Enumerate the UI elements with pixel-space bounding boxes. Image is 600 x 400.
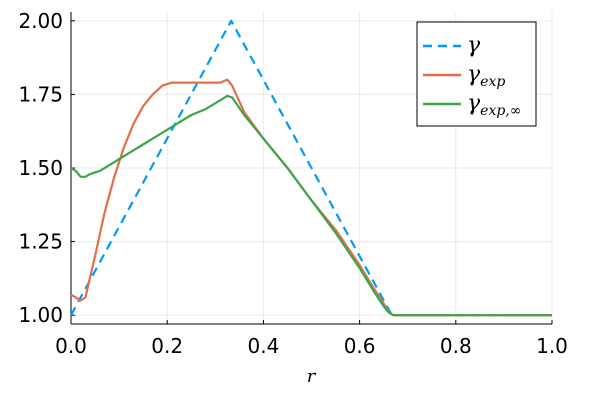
y-tick-labels: 1.00 1.25 1.50 1.75 2.00 xyxy=(18,9,63,327)
x-tick-label: 1.0 xyxy=(536,334,568,358)
y-tick-label: 2.00 xyxy=(18,9,63,33)
x-tick-label: 0.6 xyxy=(344,334,376,358)
y-tick-label: 1.00 xyxy=(18,303,63,327)
x-tick-label: 0.4 xyxy=(247,334,279,358)
x-axis-label: r xyxy=(307,366,317,387)
series-line-1 xyxy=(70,78,552,317)
y-tick-label: 1.25 xyxy=(18,230,63,254)
y-tick-label: 1.75 xyxy=(18,82,63,106)
x-tick-label: 0.8 xyxy=(440,334,472,358)
x-tick-label: 0.0 xyxy=(55,334,87,358)
series-lines xyxy=(70,19,552,317)
series-line-2 xyxy=(70,94,552,317)
x-tick-labels: 0.0 0.2 0.4 0.6 0.8 1.0 xyxy=(55,334,568,358)
x-tick-label: 0.2 xyxy=(151,334,183,358)
legend-label-0: γ xyxy=(467,33,481,58)
y-tick-label: 1.50 xyxy=(18,156,63,180)
